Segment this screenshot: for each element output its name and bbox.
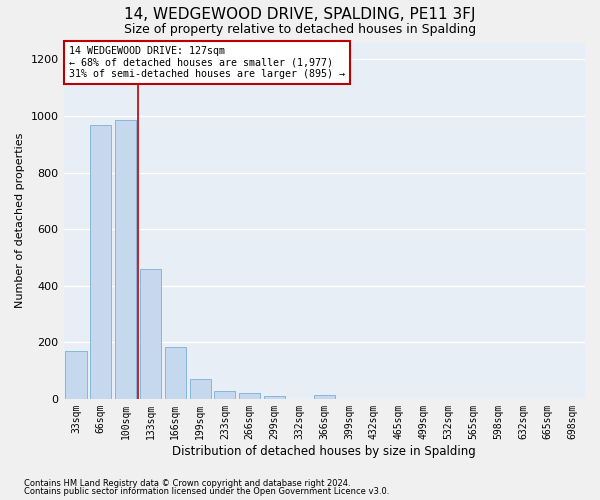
Bar <box>90 124 112 399</box>
Bar <box>165 346 186 399</box>
Bar <box>140 268 161 399</box>
Text: 14, WEDGEWOOD DRIVE, SPALDING, PE11 3FJ: 14, WEDGEWOOD DRIVE, SPALDING, PE11 3FJ <box>124 8 476 22</box>
Text: 14 WEDGEWOOD DRIVE: 127sqm
← 68% of detached houses are smaller (1,977)
31% of s: 14 WEDGEWOOD DRIVE: 127sqm ← 68% of deta… <box>69 46 345 80</box>
Bar <box>264 396 285 399</box>
Text: Contains public sector information licensed under the Open Government Licence v3: Contains public sector information licen… <box>24 487 389 496</box>
Bar <box>115 120 136 399</box>
Y-axis label: Number of detached properties: Number of detached properties <box>15 133 25 308</box>
Bar <box>190 379 211 399</box>
X-axis label: Distribution of detached houses by size in Spalding: Distribution of detached houses by size … <box>172 444 476 458</box>
Bar <box>214 391 235 399</box>
Bar <box>314 396 335 399</box>
Text: Size of property relative to detached houses in Spalding: Size of property relative to detached ho… <box>124 22 476 36</box>
Text: Contains HM Land Registry data © Crown copyright and database right 2024.: Contains HM Land Registry data © Crown c… <box>24 478 350 488</box>
Bar <box>65 351 86 399</box>
Bar <box>239 392 260 399</box>
